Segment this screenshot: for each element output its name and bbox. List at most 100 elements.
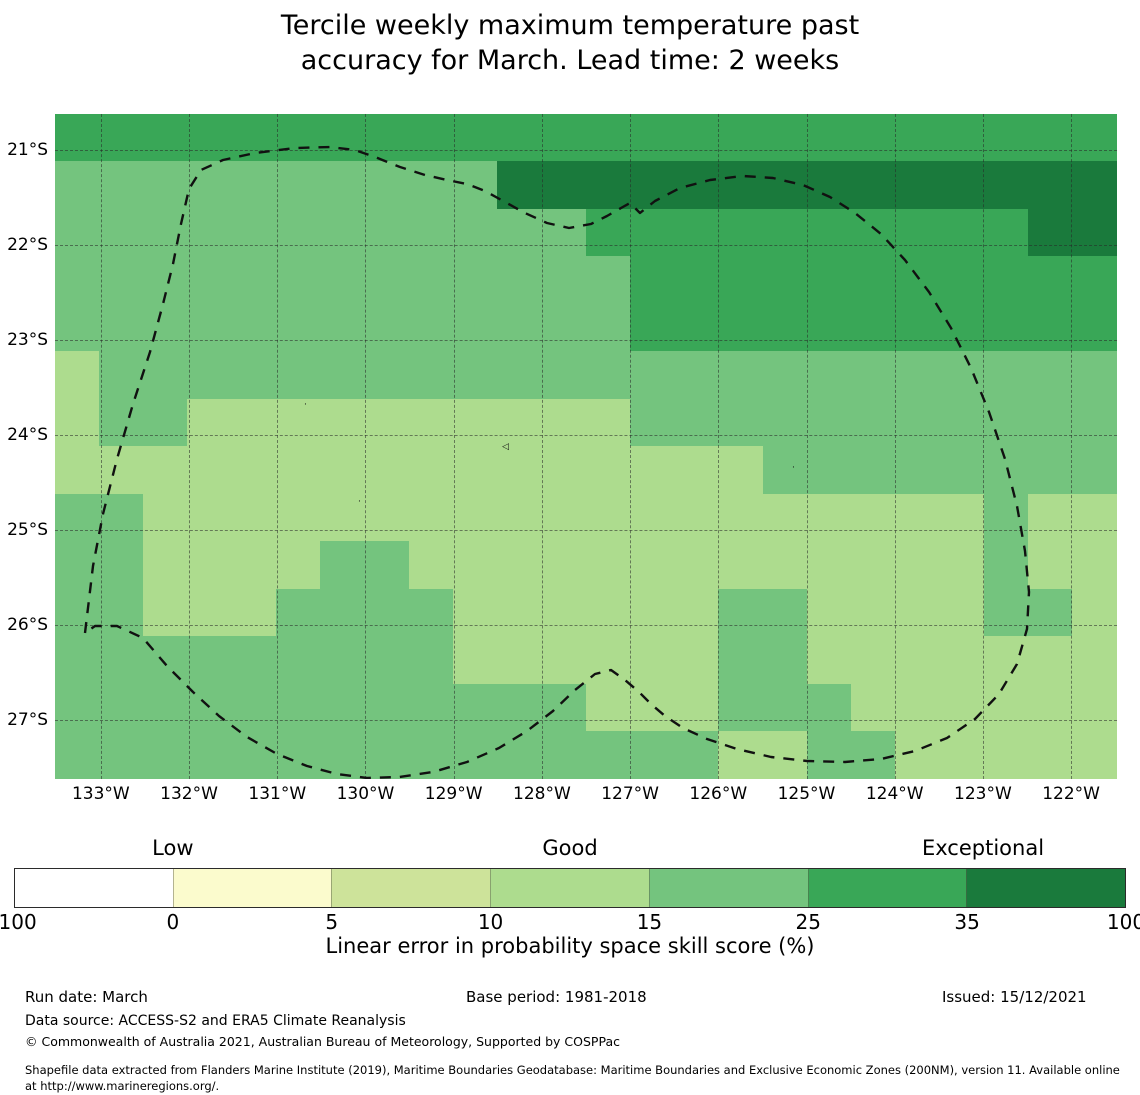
heatmap-cell	[497, 683, 543, 732]
heatmap-cell	[452, 114, 498, 162]
heatmap-cell	[1072, 731, 1117, 779]
heatmap-cell	[629, 493, 675, 542]
heatmap-cell	[806, 114, 852, 162]
heatmap-cell	[187, 398, 233, 447]
heatmap-cell	[231, 303, 277, 352]
heatmap-cell	[452, 541, 498, 590]
heatmap-cell	[408, 541, 454, 590]
heatmap-cell	[585, 588, 631, 637]
heatmap-cell	[674, 446, 720, 495]
heatmap-cell	[895, 303, 941, 352]
heatmap-cell	[806, 683, 852, 732]
footer-shapefile-attribution: Shapefile data extracted from Flanders M…	[25, 1063, 1120, 1093]
heatmap-cell	[275, 683, 321, 732]
y-axis-tick-label: 27°S	[7, 710, 48, 731]
heatmap-cell	[939, 114, 985, 162]
heatmap-cell	[895, 446, 941, 495]
heatmap-cell	[674, 683, 720, 732]
heatmap-cell	[320, 351, 366, 400]
heatmap-cell	[762, 208, 808, 257]
heatmap-cell	[452, 161, 498, 210]
heatmap-cell	[364, 256, 410, 305]
heatmap-cell	[541, 398, 587, 447]
heatmap-cell	[718, 446, 764, 495]
heatmap-cell	[497, 208, 543, 257]
heatmap-cell	[98, 303, 144, 352]
heatmap-cell	[983, 398, 1029, 447]
heatmap-cell	[939, 731, 985, 779]
heatmap-cell	[320, 398, 366, 447]
heatmap-cell	[585, 731, 631, 779]
heatmap-cell	[187, 256, 233, 305]
heatmap-cell	[231, 588, 277, 637]
heatmap-cell	[98, 208, 144, 257]
heatmap-cell	[275, 398, 321, 447]
heatmap-cell	[187, 351, 233, 400]
heatmap-cell	[762, 351, 808, 400]
footer-issued-date: Issued: 15/12/2021	[942, 988, 1087, 1006]
heatmap-cell	[939, 683, 985, 732]
heatmap-cell	[364, 398, 410, 447]
heatmap-cell	[1028, 588, 1074, 637]
heatmap-cell	[851, 398, 897, 447]
heatmap-cell	[364, 351, 410, 400]
heatmap-cell	[983, 541, 1029, 590]
heatmap-cell	[275, 256, 321, 305]
heatmap-cell	[762, 731, 808, 779]
heatmap-cell	[408, 351, 454, 400]
heatmap-cell	[851, 636, 897, 685]
heatmap-cell	[452, 256, 498, 305]
heatmap-cell	[231, 398, 277, 447]
heatmap-cell	[1028, 398, 1074, 447]
heatmap-cell	[895, 208, 941, 257]
heatmap-cell	[629, 114, 675, 162]
islet-marker: ◁	[502, 442, 509, 452]
heatmap-cell	[718, 588, 764, 637]
heatmap-cell	[320, 636, 366, 685]
heatmap-cell	[231, 731, 277, 779]
heatmap-cell	[939, 256, 985, 305]
y-axis-tick-label: 26°S	[7, 615, 48, 636]
heatmap-cell	[452, 493, 498, 542]
heatmap-cell	[497, 541, 543, 590]
heatmap-cell	[497, 636, 543, 685]
x-axis-tick-label: 131°W	[248, 784, 307, 804]
heatmap-cell	[143, 446, 189, 495]
heatmap-cell	[718, 351, 764, 400]
heatmap-cell	[629, 256, 675, 305]
heatmap-cell	[895, 731, 941, 779]
heatmap-cell	[718, 161, 764, 210]
colorbar-band	[172, 869, 332, 907]
heatmap-cell	[718, 541, 764, 590]
heatmap-cell	[452, 683, 498, 732]
heatmap-cell	[895, 398, 941, 447]
colorbar-tick-label: 0	[166, 910, 180, 934]
heatmap-cell	[320, 541, 366, 590]
heatmap-cell	[718, 493, 764, 542]
heatmap-cell	[806, 303, 852, 352]
heatmap-cell	[143, 493, 189, 542]
heatmap-cell	[718, 114, 764, 162]
x-axis-tick-label: 126°W	[689, 784, 748, 804]
heatmap-cell	[275, 303, 321, 352]
heatmap-cell	[55, 398, 100, 447]
heatmap-cell	[497, 256, 543, 305]
heatmap-cell	[983, 114, 1029, 162]
x-axis-tick-label: 128°W	[513, 784, 571, 804]
heatmap-cell	[806, 731, 852, 779]
heatmap-cell	[585, 303, 631, 352]
heatmap-cell	[585, 493, 631, 542]
heatmap-cell	[231, 351, 277, 400]
heatmap-cell	[674, 303, 720, 352]
heatmap-cell	[585, 351, 631, 400]
heatmap-cell	[187, 683, 233, 732]
heatmap-cell	[806, 541, 852, 590]
heatmap-cell	[275, 493, 321, 542]
colorbar-band	[15, 869, 173, 907]
heatmap-cell	[674, 161, 720, 210]
heatmap-cell	[983, 588, 1029, 637]
heatmap-cell	[497, 731, 543, 779]
heatmap-cell	[806, 398, 852, 447]
heatmap-cell	[1072, 256, 1117, 305]
heatmap-cell	[364, 541, 410, 590]
